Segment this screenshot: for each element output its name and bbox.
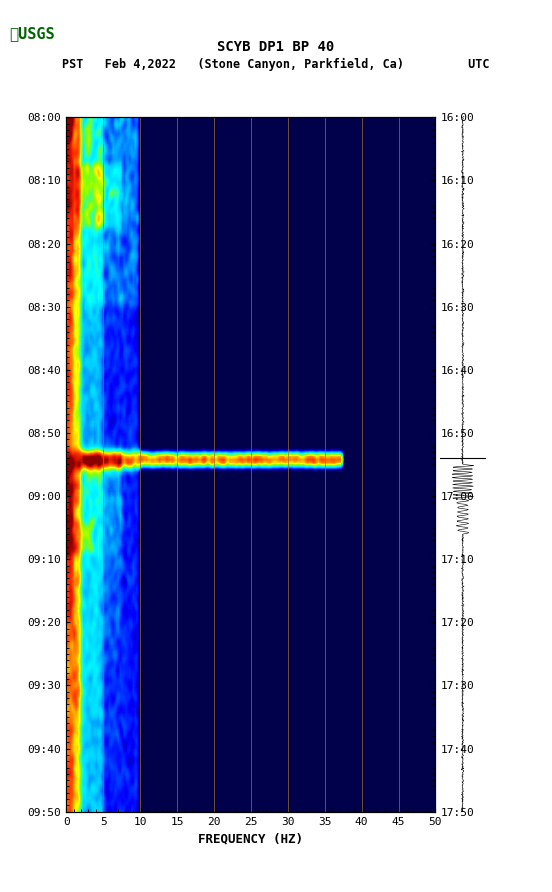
Text: PST   Feb 4,2022   (Stone Canyon, Parkfield, Ca)         UTC: PST Feb 4,2022 (Stone Canyon, Parkfield,… <box>62 58 490 71</box>
X-axis label: FREQUENCY (HZ): FREQUENCY (HZ) <box>198 832 304 845</box>
Text: SCYB DP1 BP 40: SCYB DP1 BP 40 <box>217 40 335 54</box>
Text: ⊿USGS: ⊿USGS <box>9 26 55 41</box>
